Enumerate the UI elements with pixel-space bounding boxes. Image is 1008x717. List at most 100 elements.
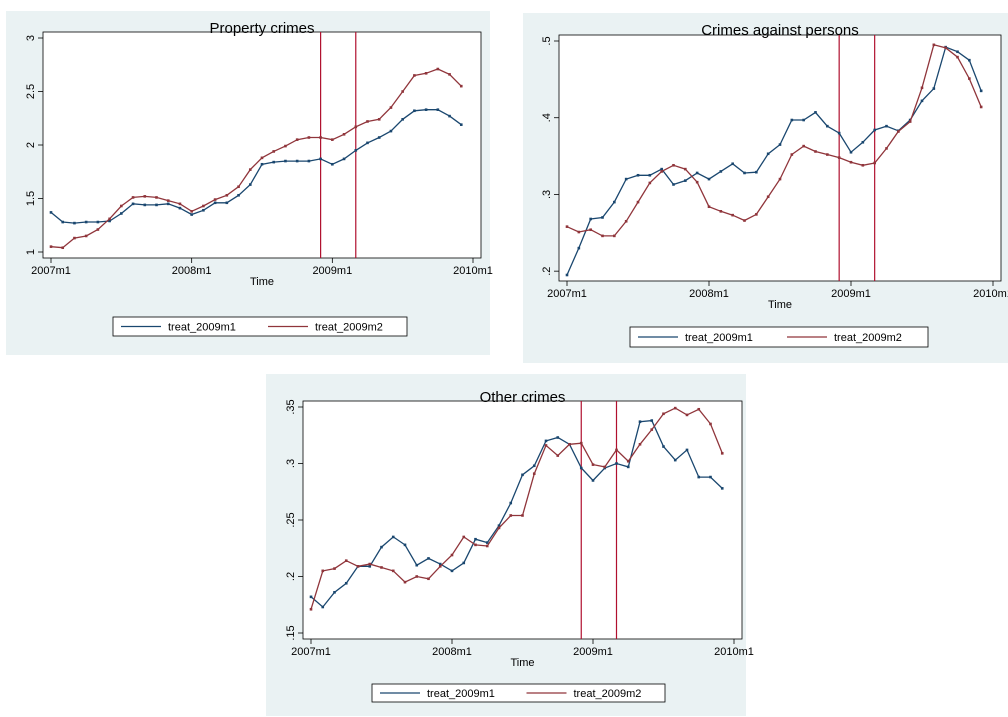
data-point-treat_2009m1 <box>380 545 383 549</box>
data-point-treat_2009m2 <box>695 180 699 184</box>
legend-label: treat_2009m1 <box>685 332 753 344</box>
y-tick-label: .4 <box>541 113 553 122</box>
data-point-treat_2009m2 <box>565 225 569 228</box>
data-point-treat_2009m2 <box>636 200 640 204</box>
chart-title: Crimes against persons <box>701 22 859 39</box>
y-tick-label: .3 <box>285 459 297 468</box>
data-point-treat_2009m2 <box>120 204 123 208</box>
data-point-treat_2009m2 <box>885 147 888 150</box>
series-line-treat_2009m2 <box>310 407 723 610</box>
data-point-treat_2009m1 <box>861 140 865 144</box>
data-point-treat_2009m1 <box>331 162 334 166</box>
plot-area <box>558 34 1002 282</box>
chart-svg-other-crimes: Other crimes .15 .2 .25 .3 .35 2007m1 2008m1 200… <box>285 389 754 703</box>
data-point-treat_2009m2 <box>84 234 88 238</box>
chart-panel-property-crimes: Property crimes 1 1.5 2 2.5 3 2007m1 2008m1 2009… <box>6 11 493 355</box>
data-point-treat_2009m1 <box>309 595 313 599</box>
data-point-treat_2009m1 <box>638 420 642 423</box>
x-tick-label: 2009m1 <box>831 288 871 300</box>
data-point-treat_2009m2 <box>424 72 428 75</box>
data-point-treat_2009m1 <box>342 157 346 161</box>
data-point-treat_2009m2 <box>589 228 592 232</box>
data-point-treat_2009m1 <box>672 183 675 186</box>
data-point-treat_2009m1 <box>368 565 372 568</box>
plot-area <box>302 400 743 640</box>
data-point-treat_2009m2 <box>413 74 416 77</box>
series-line-treat_2009m1 <box>310 419 723 608</box>
data-point-treat_2009m1 <box>366 141 369 145</box>
data-point-treat_2009m2 <box>474 543 477 547</box>
data-point-treat_2009m2 <box>49 245 53 248</box>
data-point-treat_2009m1 <box>178 206 182 210</box>
y-tick-label: 3 <box>25 35 37 41</box>
data-point-treat_2009m2 <box>613 234 616 238</box>
data-point-treat_2009m2 <box>462 535 466 539</box>
y-tick-label: 2 <box>25 142 37 148</box>
chart-panel-crimes-against-persons: Crimes against persons .2 .3 .4 .5 2007m1 2008… <box>523 13 1008 363</box>
data-point-treat_2009m1 <box>319 157 322 161</box>
data-point-treat_2009m1 <box>424 108 428 111</box>
data-point-treat_2009m2 <box>849 160 853 164</box>
data-point-treat_2009m1 <box>873 128 876 132</box>
legend-box <box>629 326 929 348</box>
data-point-treat_2009m2 <box>650 428 654 431</box>
data-point-treat_2009m2 <box>307 136 311 139</box>
data-point-treat_2009m1 <box>354 149 358 152</box>
data-point-treat_2009m2 <box>837 156 841 159</box>
data-point-treat_2009m1 <box>73 221 76 225</box>
x-tick-label: 2009m1 <box>312 265 352 277</box>
x-tick-label: 2007m1 <box>547 288 587 300</box>
data-point-treat_2009m2 <box>755 213 758 216</box>
data-point-treat_2009m1 <box>391 535 395 539</box>
data-point-treat_2009m1 <box>697 475 701 479</box>
data-point-treat_2009m1 <box>295 159 299 163</box>
data-point-treat_2009m2 <box>626 459 630 463</box>
data-point-treat_2009m1 <box>377 136 381 139</box>
data-point-treat_2009m2 <box>908 120 912 123</box>
data-point-treat_2009m2 <box>166 199 170 202</box>
data-point-treat_2009m2 <box>731 213 734 217</box>
data-point-treat_2009m2 <box>284 144 287 148</box>
data-point-treat_2009m2 <box>509 514 513 517</box>
data-point-treat_2009m1 <box>248 183 252 186</box>
data-point-treat_2009m2 <box>802 144 805 148</box>
x-tick-label: 2007m1 <box>31 265 71 277</box>
data-point-treat_2009m2 <box>684 167 687 171</box>
x-axis-label: Time <box>250 276 274 288</box>
data-point-treat_2009m2 <box>743 219 746 222</box>
data-point-treat_2009m2 <box>814 150 817 153</box>
data-point-treat_2009m1 <box>685 448 689 452</box>
data-point-treat_2009m1 <box>307 159 311 163</box>
y-tick-label: .2 <box>285 572 297 581</box>
chart-svg-crimes-against-persons: Crimes against persons .2 .3 .4 .5 2007m1 2008… <box>541 22 1008 348</box>
data-point-treat_2009m2 <box>354 125 358 129</box>
data-point-treat_2009m1 <box>790 118 794 122</box>
data-point-treat_2009m1 <box>96 220 100 224</box>
y-tick-label: .35 <box>285 399 297 414</box>
data-point-treat_2009m1 <box>459 123 463 126</box>
data-point-treat_2009m2 <box>73 236 76 240</box>
data-point-treat_2009m1 <box>709 475 712 479</box>
data-point-treat_2009m2 <box>403 580 407 584</box>
data-point-treat_2009m2 <box>450 553 454 557</box>
data-point-treat_2009m2 <box>143 195 147 198</box>
data-point-treat_2009m2 <box>720 452 724 455</box>
data-point-treat_2009m2 <box>826 153 829 156</box>
data-point-treat_2009m2 <box>577 230 581 234</box>
x-tick-label: 2010m1 <box>453 265 493 277</box>
data-point-treat_2009m2 <box>662 412 665 416</box>
data-point-treat_2009m2 <box>624 219 628 223</box>
data-point-treat_2009m1 <box>143 203 147 207</box>
x-tick-label: 2008m1 <box>689 288 729 300</box>
data-point-treat_2009m2 <box>237 185 240 189</box>
data-point-treat_2009m2 <box>778 177 782 181</box>
y-tick-label: .25 <box>285 512 297 527</box>
data-point-treat_2009m2 <box>321 569 325 573</box>
data-point-treat_2009m2 <box>920 86 924 90</box>
data-point-treat_2009m2 <box>415 575 419 578</box>
data-point-treat_2009m1 <box>979 89 983 93</box>
data-point-treat_2009m2 <box>331 138 334 141</box>
data-point-treat_2009m2 <box>638 442 642 446</box>
data-point-treat_2009m2 <box>932 43 936 47</box>
data-point-treat_2009m1 <box>415 563 419 567</box>
